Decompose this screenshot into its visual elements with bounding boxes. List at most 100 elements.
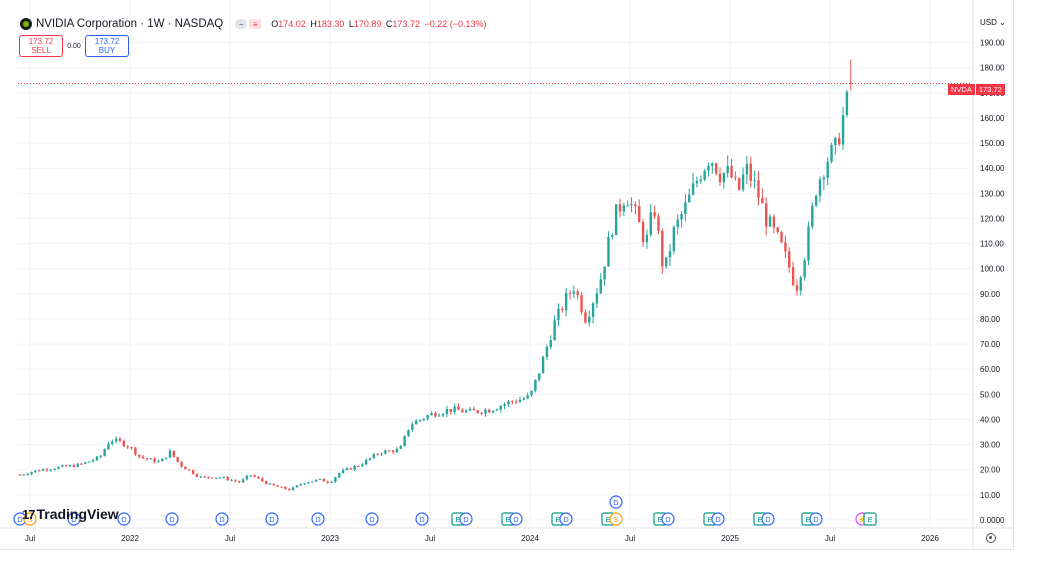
event-marker-label: S — [27, 515, 32, 524]
x-tick-label: 2026 — [921, 534, 939, 543]
candle-body — [576, 291, 579, 296]
event-marker-label: D — [813, 515, 819, 524]
buy-button[interactable]: 173.72 BUY — [85, 35, 129, 57]
dividend-marker[interactable]: D — [365, 512, 379, 526]
dividend-marker[interactable]: D — [311, 512, 325, 526]
candle-body — [414, 420, 418, 425]
candle-body — [530, 390, 533, 396]
candle-body — [599, 279, 602, 294]
candle-body — [318, 478, 322, 480]
currency-selector[interactable]: USD ⌄ — [980, 18, 1006, 27]
candle-body — [288, 488, 291, 491]
dividend-marker[interactable]: D — [215, 512, 229, 526]
y-tick-label: 130.00 — [980, 189, 1005, 198]
candle-body — [622, 205, 626, 212]
event-marker-circle — [509, 512, 523, 526]
candle-body — [395, 448, 399, 453]
candle-body — [276, 485, 279, 487]
dividend-marker[interactable]: D — [711, 512, 725, 526]
candle-body — [222, 477, 226, 479]
candle-body — [457, 406, 460, 411]
candle-body — [295, 485, 299, 488]
candle-body — [338, 473, 341, 478]
candle-body — [245, 475, 249, 480]
candle-body — [641, 222, 645, 243]
dividend-marker[interactable]: D — [67, 512, 81, 526]
currency-label: USD — [980, 18, 997, 27]
symbol-title[interactable]: NVIDIA Corporation · 1W · NASDAQ — [36, 18, 224, 30]
event-marker-label: E — [605, 515, 610, 524]
candle-body — [334, 477, 337, 482]
candle-body — [445, 409, 449, 414]
candle-body — [630, 204, 633, 206]
dividend-marker[interactable]: D — [809, 512, 823, 526]
candle-body — [234, 480, 237, 482]
event-marker-circle — [165, 512, 179, 526]
candle-body — [172, 450, 176, 458]
last-price-tag: NVDA 173.72 — [948, 84, 1005, 95]
candle-body — [691, 183, 695, 195]
candle-body — [76, 463, 79, 467]
candle-body — [780, 232, 783, 243]
candle-body — [284, 486, 287, 489]
candle-body — [380, 453, 383, 455]
dividend-marker[interactable]: D — [117, 512, 131, 526]
gear-icon[interactable] — [986, 533, 996, 543]
candle-body — [757, 180, 760, 198]
event-marker-label: S — [613, 515, 618, 524]
candle-body — [68, 465, 72, 467]
dividend-marker[interactable]: D — [509, 512, 523, 526]
dividend-marker[interactable]: D — [415, 512, 429, 526]
candle-body — [484, 409, 487, 414]
candle-body — [611, 234, 614, 237]
candle-body — [268, 483, 272, 485]
sell-price: 173.72 — [28, 37, 54, 46]
split-marker[interactable]: S — [609, 512, 623, 526]
event-marker-circle — [67, 512, 81, 526]
dividend-marker[interactable]: D — [265, 512, 279, 526]
collapse-icon[interactable]: − — [235, 19, 248, 29]
split-marker[interactable]: S — [23, 512, 37, 526]
tradingview-logo[interactable]: 17 TradingView — [22, 506, 119, 522]
candle-body — [45, 469, 49, 471]
candle-body — [64, 465, 68, 467]
candle-body — [34, 470, 37, 473]
dividend-marker[interactable]: D — [459, 512, 473, 526]
y-tick-label: 70.00 — [980, 340, 1001, 349]
y-tick-label: 10.00 — [980, 491, 1001, 500]
candle-body — [634, 204, 637, 207]
dividend-marker[interactable]: D — [661, 512, 675, 526]
candle-body — [561, 308, 564, 311]
nvidia-logo-icon — [20, 18, 32, 30]
candle-body — [588, 316, 591, 323]
candle-body — [341, 469, 345, 474]
dividend-marker[interactable]: D — [609, 495, 623, 509]
menu-icon[interactable]: ≡ — [249, 19, 262, 29]
event-marker-circle — [609, 512, 623, 526]
candle-body — [488, 409, 491, 413]
dividend-marker[interactable]: D — [761, 512, 775, 526]
chart-frame — [0, 0, 1014, 550]
candle-body — [461, 410, 464, 413]
candle-body — [122, 440, 126, 447]
dividend-marker[interactable]: D — [165, 512, 179, 526]
candle-body — [211, 477, 214, 479]
candle-body — [203, 476, 206, 478]
event-marker-label: E — [707, 515, 712, 524]
event-marker-circle — [311, 512, 325, 526]
y-tick-label: 140.00 — [980, 164, 1005, 173]
sell-button[interactable]: 173.72 SELL — [19, 35, 63, 57]
earnings-marker[interactable]: E — [863, 512, 877, 526]
candle-body — [107, 443, 110, 450]
candle-body — [430, 413, 433, 416]
dividend-marker[interactable]: D — [559, 512, 573, 526]
candle-body — [357, 465, 360, 467]
candle-body — [526, 395, 529, 399]
candle-body — [703, 170, 706, 180]
candle-body — [795, 285, 799, 291]
ohlc-values: O174.02 H183.30 L170.89 C173.72 −0.22 (−… — [271, 19, 488, 29]
event-marker-circle — [559, 512, 573, 526]
candle-body — [130, 447, 133, 449]
event-marker-label: D — [315, 515, 321, 524]
